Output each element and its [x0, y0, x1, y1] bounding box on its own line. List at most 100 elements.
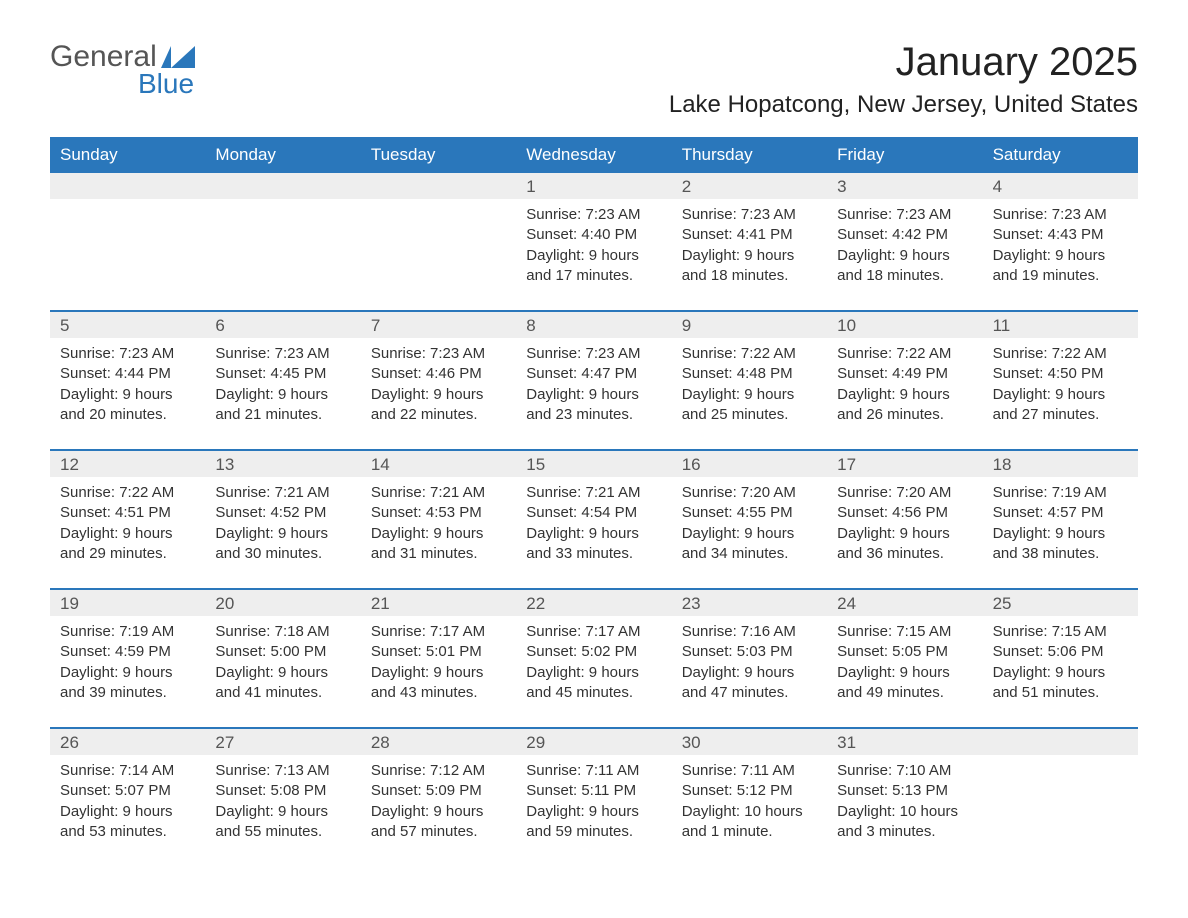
calendar-cell: Sunrise: 7:22 AMSunset: 4:51 PMDaylight:… — [50, 477, 205, 574]
cell-sunrise: Sunrise: 7:22 AM — [993, 344, 1128, 364]
cell-sunset: Sunset: 4:44 PM — [60, 364, 195, 384]
cell-sunrise: Sunrise: 7:20 AM — [682, 483, 817, 503]
cell-sunset: Sunset: 5:08 PM — [215, 781, 350, 801]
date-number: 8 — [516, 312, 671, 338]
cell-dl1: Daylight: 9 hours — [682, 524, 817, 544]
cell-sunrise: Sunrise: 7:22 AM — [837, 344, 972, 364]
date-number: 12 — [50, 451, 205, 477]
cell-dl2: and 29 minutes. — [60, 544, 195, 564]
cell-sunset: Sunset: 4:45 PM — [215, 364, 350, 384]
calendar-cell: Sunrise: 7:23 AMSunset: 4:45 PMDaylight:… — [205, 338, 360, 435]
date-number: 17 — [827, 451, 982, 477]
cell-dl2: and 38 minutes. — [993, 544, 1128, 564]
cell-sunset: Sunset: 5:05 PM — [837, 642, 972, 662]
cell-sunset: Sunset: 4:53 PM — [371, 503, 506, 523]
cell-dl1: Daylight: 9 hours — [526, 246, 661, 266]
cell-sunset: Sunset: 4:59 PM — [60, 642, 195, 662]
cell-sunrise: Sunrise: 7:10 AM — [837, 761, 972, 781]
cell-dl1: Daylight: 9 hours — [60, 385, 195, 405]
calendar-cell: Sunrise: 7:19 AMSunset: 4:57 PMDaylight:… — [983, 477, 1138, 574]
date-number: 10 — [827, 312, 982, 338]
cell-sunset: Sunset: 4:47 PM — [526, 364, 661, 384]
cell-dl2: and 21 minutes. — [215, 405, 350, 425]
cell-dl1: Daylight: 9 hours — [993, 246, 1128, 266]
cell-dl1: Daylight: 10 hours — [837, 802, 972, 822]
cell-dl1: Daylight: 9 hours — [526, 385, 661, 405]
logo: General Blue — [50, 40, 195, 100]
date-number: 4 — [983, 173, 1138, 199]
date-number: 5 — [50, 312, 205, 338]
calendar-week: 262728293031Sunrise: 7:14 AMSunset: 5:07… — [50, 727, 1138, 852]
cell-sunrise: Sunrise: 7:23 AM — [371, 344, 506, 364]
date-bar: 12131415161718 — [50, 451, 1138, 477]
cell-dl2: and 47 minutes. — [682, 683, 817, 703]
cell-dl2: and 53 minutes. — [60, 822, 195, 842]
cell-sunrise: Sunrise: 7:15 AM — [837, 622, 972, 642]
cell-sunset: Sunset: 5:13 PM — [837, 781, 972, 801]
date-number: 13 — [205, 451, 360, 477]
date-number: 23 — [672, 590, 827, 616]
cell-dl1: Daylight: 9 hours — [682, 385, 817, 405]
cell-sunset: Sunset: 4:50 PM — [993, 364, 1128, 384]
weekday-sun: Sunday — [50, 137, 205, 173]
cell-sunset: Sunset: 5:11 PM — [526, 781, 661, 801]
cell-sunset: Sunset: 4:49 PM — [837, 364, 972, 384]
cell-sunset: Sunset: 4:42 PM — [837, 225, 972, 245]
cell-dl1: Daylight: 9 hours — [526, 663, 661, 683]
location-subtitle: Lake Hopatcong, New Jersey, United State… — [669, 91, 1138, 119]
calendar-cell: Sunrise: 7:23 AMSunset: 4:46 PMDaylight:… — [361, 338, 516, 435]
calendar-cell: Sunrise: 7:23 AMSunset: 4:41 PMDaylight:… — [672, 199, 827, 296]
cell-sunrise: Sunrise: 7:21 AM — [371, 483, 506, 503]
cell-sunrise: Sunrise: 7:12 AM — [371, 761, 506, 781]
date-number: 14 — [361, 451, 516, 477]
calendar-cell: Sunrise: 7:16 AMSunset: 5:03 PMDaylight:… — [672, 616, 827, 713]
calendar-cell: Sunrise: 7:14 AMSunset: 5:07 PMDaylight:… — [50, 755, 205, 852]
cell-sunrise: Sunrise: 7:17 AM — [526, 622, 661, 642]
cell-sunrise: Sunrise: 7:20 AM — [837, 483, 972, 503]
cell-dl2: and 57 minutes. — [371, 822, 506, 842]
calendar-cell: Sunrise: 7:17 AMSunset: 5:02 PMDaylight:… — [516, 616, 671, 713]
date-number: 6 — [205, 312, 360, 338]
cell-dl2: and 18 minutes. — [837, 266, 972, 286]
weekday-thu: Thursday — [672, 137, 827, 173]
cell-dl2: and 31 minutes. — [371, 544, 506, 564]
date-number: 21 — [361, 590, 516, 616]
cell-dl1: Daylight: 9 hours — [993, 524, 1128, 544]
calendar-cell: Sunrise: 7:11 AMSunset: 5:12 PMDaylight:… — [672, 755, 827, 852]
date-bar: 567891011 — [50, 312, 1138, 338]
calendar-cell: Sunrise: 7:15 AMSunset: 5:06 PMDaylight:… — [983, 616, 1138, 713]
calendar-cell — [983, 755, 1138, 852]
cell-dl1: Daylight: 10 hours — [682, 802, 817, 822]
date-number: 31 — [827, 729, 982, 755]
calendar-cell: Sunrise: 7:23 AMSunset: 4:40 PMDaylight:… — [516, 199, 671, 296]
cell-dl1: Daylight: 9 hours — [60, 663, 195, 683]
cell-dl2: and 20 minutes. — [60, 405, 195, 425]
calendar-cell: Sunrise: 7:22 AMSunset: 4:50 PMDaylight:… — [983, 338, 1138, 435]
calendar-cell: Sunrise: 7:18 AMSunset: 5:00 PMDaylight:… — [205, 616, 360, 713]
calendar-week: 19202122232425Sunrise: 7:19 AMSunset: 4:… — [50, 588, 1138, 713]
calendar-cell — [50, 199, 205, 296]
cell-sunset: Sunset: 4:52 PM — [215, 503, 350, 523]
cell-sunrise: Sunrise: 7:11 AM — [526, 761, 661, 781]
date-bar: 19202122232425 — [50, 590, 1138, 616]
cell-dl2: and 51 minutes. — [993, 683, 1128, 703]
date-number: 24 — [827, 590, 982, 616]
cell-sunset: Sunset: 4:57 PM — [993, 503, 1128, 523]
cell-dl2: and 18 minutes. — [682, 266, 817, 286]
calendar-cell: Sunrise: 7:13 AMSunset: 5:08 PMDaylight:… — [205, 755, 360, 852]
calendar-week: 1234Sunrise: 7:23 AMSunset: 4:40 PMDayli… — [50, 173, 1138, 296]
cell-sunrise: Sunrise: 7:13 AM — [215, 761, 350, 781]
calendar-cell: Sunrise: 7:23 AMSunset: 4:43 PMDaylight:… — [983, 199, 1138, 296]
cell-dl2: and 59 minutes. — [526, 822, 661, 842]
cell-dl1: Daylight: 9 hours — [215, 802, 350, 822]
date-number — [50, 173, 205, 199]
date-number: 22 — [516, 590, 671, 616]
cell-sunset: Sunset: 4:40 PM — [526, 225, 661, 245]
cell-dl1: Daylight: 9 hours — [993, 663, 1128, 683]
cell-sunset: Sunset: 5:01 PM — [371, 642, 506, 662]
cell-sunset: Sunset: 4:55 PM — [682, 503, 817, 523]
date-number: 1 — [516, 173, 671, 199]
cell-dl2: and 55 minutes. — [215, 822, 350, 842]
cell-sunset: Sunset: 4:56 PM — [837, 503, 972, 523]
date-number: 30 — [672, 729, 827, 755]
